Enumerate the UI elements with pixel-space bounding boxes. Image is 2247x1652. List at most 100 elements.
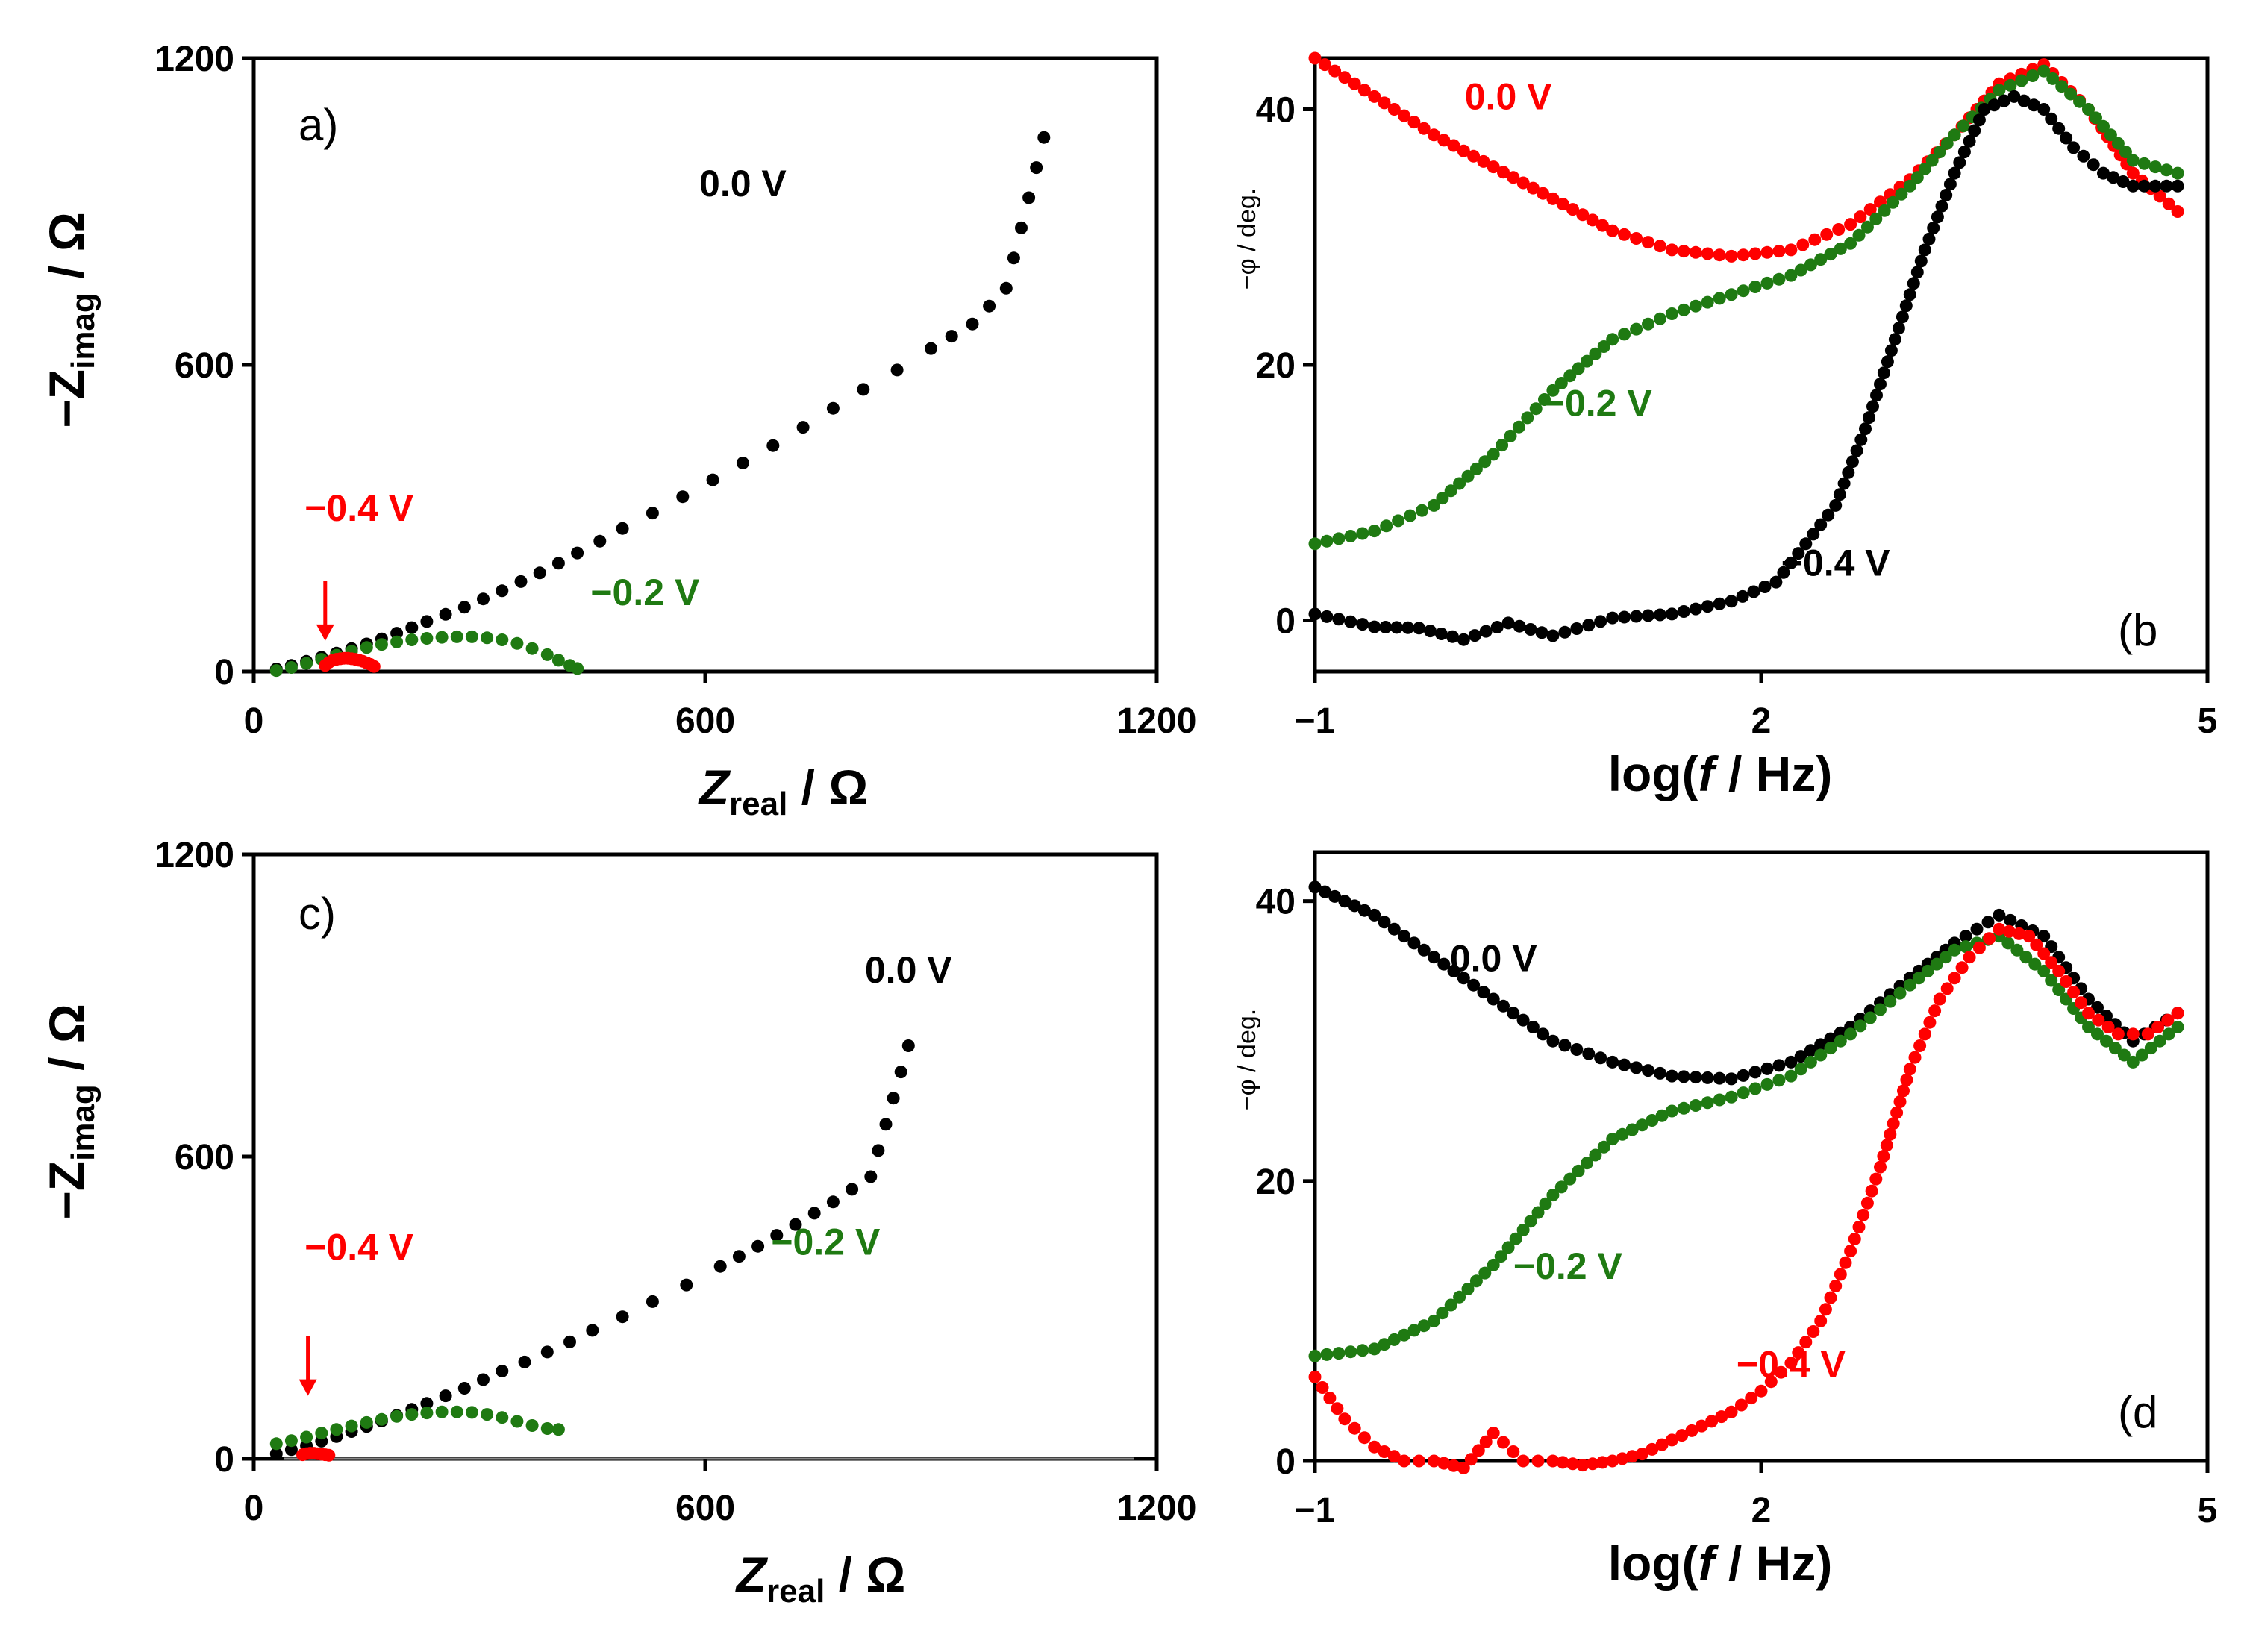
data-point [496,1411,509,1424]
data-point [1597,1140,1610,1154]
data-point [1824,1291,1837,1304]
data-point [1566,1457,1579,1471]
data-point [1857,1208,1870,1221]
data-point [1784,1069,1798,1083]
data-point [1772,245,1786,258]
data-point [2171,166,2184,180]
data-point [345,1419,358,1433]
data-point [1814,518,1828,531]
data-point [1630,232,1643,245]
panel-label: c) [299,889,336,939]
data-point [1630,322,1643,336]
data-point [1854,1019,1867,1033]
data-point [1529,402,1543,416]
series-red [296,1447,336,1462]
data-point [1428,951,1440,964]
data-point [1677,245,1690,258]
series-label: 0.0 V [1450,937,1537,979]
data-point [1378,916,1391,929]
data-point [2126,1027,2140,1041]
data-point [1701,1096,1714,1110]
data-point [1655,1438,1669,1451]
data-point [1586,213,1599,227]
data-point [1807,1325,1820,1338]
data-point [1887,1117,1900,1130]
data-point [2013,927,2025,940]
data-point [1918,243,1931,257]
data-point [1701,1071,1714,1084]
data-point [533,566,546,580]
data-point [1877,1150,1890,1163]
data-point [1576,1459,1590,1472]
data-point [1846,455,1859,469]
series-label: −0.2 V [771,1221,881,1263]
data-point [1477,154,1490,168]
data-point [1507,1445,1520,1458]
data-point [1940,137,1954,150]
data-point [1784,1055,1798,1069]
data-point [1913,1039,1927,1052]
y-tick-label: 1200 [154,40,234,79]
data-point [1398,1328,1411,1342]
data-point [2108,1042,2122,1055]
x-tick-label: −1 [1295,701,1336,741]
data-point [789,1218,802,1231]
data-point [1799,537,1813,551]
data-point [1893,986,1907,1000]
y-tick-label: 0 [1275,1442,1296,1482]
data-point [1874,1160,1887,1174]
data-point [1308,880,1322,894]
data-point [966,317,979,331]
data-point [1468,629,1481,642]
data-point [1524,1215,1537,1228]
data-point [435,1405,449,1418]
data-point [1537,187,1550,200]
data-point [1030,161,1043,175]
data-point [1842,466,1855,479]
data-point [1606,224,1619,237]
y-tick-label: 600 [175,1138,234,1177]
data-point [2015,74,2028,87]
data-point [2097,166,2110,180]
data-point [2107,171,2120,184]
data-point [1516,1224,1530,1236]
data-point [1589,347,1602,360]
data-point [1338,71,1351,84]
data-point [360,1415,373,1429]
data-point [1512,420,1525,434]
series-label: −0.4 V [1781,542,1891,584]
data-point [1531,1206,1545,1219]
data-point [1734,1398,1748,1412]
data-point [1903,288,1916,301]
data-point [1344,615,1357,628]
y-tick-label: 1200 [154,836,234,875]
data-point [1940,189,1953,201]
data-point [1318,885,1331,898]
data-point [1987,98,2001,112]
data-point [2148,160,2162,174]
data-point [1344,530,1357,542]
data-point [1328,889,1342,903]
data-point [1539,1197,1552,1210]
data-point [1516,1454,1530,1468]
data-point [1507,1007,1520,1020]
data-point [680,1278,693,1292]
data-point [2082,1021,2095,1033]
data-point [1332,1347,1346,1360]
data-point [1356,618,1369,631]
data-point [1457,972,1470,985]
data-point [736,457,749,469]
data-point [1513,619,1526,633]
data-point [1332,532,1346,545]
series-green [269,1405,565,1451]
data-point [1948,166,1961,180]
x-tick-label: 0 [244,701,264,741]
data-point [901,1039,915,1052]
data-point [1737,284,1750,298]
data-point [1665,243,1678,257]
data-point [1516,1013,1530,1027]
data-point [2087,158,2100,172]
data-point [1407,1324,1421,1337]
data-point [1478,1266,1492,1280]
series-label: 0.0 V [1465,76,1552,118]
